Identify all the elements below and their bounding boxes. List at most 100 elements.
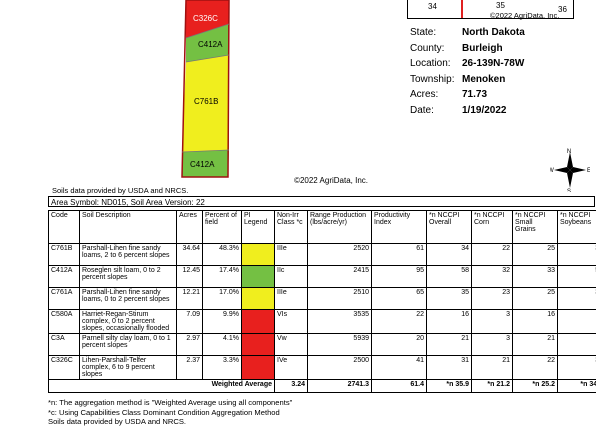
info-row-date: Date: 1/19/2022 (410, 103, 525, 119)
soil-area-c412a-top (186, 24, 229, 62)
info-row-acres: Acres: 71.73 (410, 87, 525, 103)
total-nccpi-small-grains: *n 25.2 (512, 379, 558, 393)
cell-class: Vw (274, 333, 308, 356)
compass-rose-icon: N S W E (550, 149, 590, 192)
cell-code: C326C (48, 355, 80, 380)
cell-nccpi-small-grains: 22 (512, 355, 558, 380)
total-class: 3.24 (274, 379, 308, 393)
column-header: Soil Description (79, 210, 177, 244)
cell-range-production: 3535 (307, 309, 372, 334)
table-row: C412A Roseglen silt loam, 0 to 2 percent… (48, 265, 596, 288)
footnote-aggregation: *n: The aggregation method is "Weighted … (48, 398, 293, 407)
column-header: PI Legend (241, 210, 275, 244)
cell-nccpi-overall: 58 (426, 265, 472, 288)
cell-nccpi-overall: 16 (426, 309, 472, 334)
cell-productivity-index: 41 (371, 355, 427, 380)
total-productivity-index: 61.4 (371, 379, 427, 393)
soil-boundary-line (185, 54, 230, 63)
cell-acres: 2.37 (176, 355, 203, 380)
map-label-c412a: C412A (198, 40, 223, 49)
column-header: Non-Irr Class *c (274, 210, 308, 244)
cell-acres: 2.97 (176, 333, 203, 356)
cell-class: IVe (274, 355, 308, 380)
info-value: 26-139N-78W (462, 58, 525, 69)
cell-nccpi-small-grains: 25 (512, 287, 558, 310)
cell-pi-legend (241, 355, 275, 380)
cell-range-production: 5939 (307, 333, 372, 356)
info-row-township: Township: Menoken (410, 72, 525, 88)
cell-nccpi-corn: 3 (471, 333, 513, 356)
cell-nccpi-small-grains: 16 (512, 309, 558, 334)
map-label-c761b: C761B (194, 97, 219, 106)
cell-nccpi-small-grains: 21 (512, 333, 558, 356)
total-range-production: 2741.3 (307, 379, 372, 393)
info-label: Location: (410, 58, 451, 69)
cell-productivity-index: 95 (371, 265, 427, 288)
cell-description: Parshall-Lihen fine sandy loams, 2 to 6 … (79, 243, 177, 266)
legend-swatch (242, 288, 274, 309)
cell-productivity-index: 20 (371, 333, 427, 356)
compass-e: E (587, 168, 590, 174)
soil-area-c412a-bottom (182, 150, 229, 177)
cell-nccpi-small-grains: 25 (512, 243, 558, 266)
cell-class: IIIe (274, 287, 308, 310)
cell-nccpi-overall: 31 (426, 355, 472, 380)
cell-productivity-index: 61 (371, 243, 427, 266)
cell-pi-legend (241, 287, 275, 310)
column-header: Acres (176, 210, 203, 244)
cell-description: Parshall-Lihen fine sandy loams, 0 to 2 … (79, 287, 177, 310)
cell-description: Harriet-Regan-Stirum complex, 0 to 2 per… (79, 309, 177, 334)
cell-acres: 12.45 (176, 265, 203, 288)
table-header-row: Code Soil Description Acres Percent of f… (48, 210, 596, 244)
section-number: 36 (558, 5, 567, 14)
info-row-location: Location: 26-139N-78W (410, 56, 525, 72)
inset-copyright: ©2022 AgriData, Inc. (490, 11, 560, 20)
table-row: C761A Parshall-Lihen fine sandy loams, 0… (48, 287, 596, 310)
cell-nccpi-soybeans: 4 (557, 333, 596, 356)
source-note: Soils data provided by USDA and NRCS. (52, 186, 189, 195)
table-row: C580A Harriet-Regan-Stirum complex, 0 to… (48, 309, 596, 334)
soil-area-c326c (186, 0, 229, 38)
cell-code: C3A (48, 333, 80, 356)
info-label: Acres: (410, 89, 439, 100)
cell-pi-legend (241, 309, 275, 334)
section-number: 35 (496, 1, 505, 10)
info-row-state: State: North Dakota (410, 25, 525, 41)
cell-range-production: 2500 (307, 355, 372, 380)
legend-swatch (242, 244, 274, 265)
info-value: 71.73 (462, 89, 488, 100)
cell-percent: 17.4% (202, 265, 242, 288)
info-value: Menoken (462, 73, 506, 85)
column-header: Percent of field (202, 210, 242, 244)
cell-pi-legend (241, 265, 275, 288)
column-header: Range Production (lbs/acre/yr) (307, 210, 372, 244)
inset-section-line (461, 0, 463, 18)
cell-nccpi-overall: 21 (426, 333, 472, 356)
soil-map: C326C C412A C761B C412A ©2022 AgriData, … (46, 0, 372, 186)
location-inset-map: 34 35 36 ©2022 AgriData, Inc. (407, 0, 574, 20)
cell-code: C761A (48, 287, 80, 310)
cell-acres: 12.21 (176, 287, 203, 310)
cell-description: Parnell silty clay loam, 0 to 1 percent … (79, 333, 177, 356)
compass-n: N (567, 149, 571, 155)
cell-class: VIs (274, 309, 308, 334)
column-header: *n NCCPI Soybeans (557, 210, 596, 244)
info-row-county: County: Burleigh (410, 41, 525, 57)
footnote-capabilities: *c: Using Capabilities Class Dominant Co… (48, 407, 280, 417)
info-value: 1/19/2022 (462, 104, 507, 116)
cell-range-production: 2520 (307, 243, 372, 266)
cell-nccpi-soybeans: 11 (557, 309, 596, 334)
cell-nccpi-small-grains: 33 (512, 265, 558, 288)
footnote-source: Soils data provided by USDA and NRCS. (48, 417, 187, 426)
soil-boundary-line (181, 149, 230, 153)
compass-s: S (567, 189, 571, 192)
cell-percent: 17.0% (202, 287, 242, 310)
cell-nccpi-soybeans: 34 (557, 243, 596, 266)
legend-swatch (242, 266, 274, 287)
cell-range-production: 2415 (307, 265, 372, 288)
info-value: North Dakota (462, 27, 525, 38)
cell-pi-legend (241, 333, 275, 356)
map-label-c412a: C412A (190, 160, 215, 169)
cell-class: IIc (274, 265, 308, 288)
footnotes: *n: The aggregation method is "Weighted … (48, 398, 292, 427)
